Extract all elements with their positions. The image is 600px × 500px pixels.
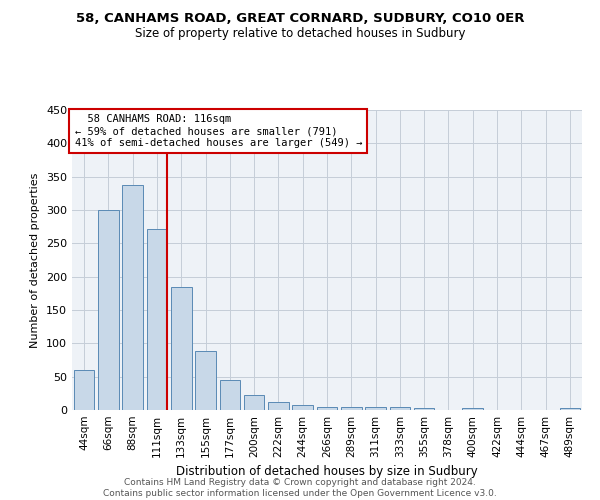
Bar — [171, 286, 191, 410]
Bar — [74, 370, 94, 410]
Bar — [220, 380, 240, 410]
Text: Size of property relative to detached houses in Sudbury: Size of property relative to detached ho… — [135, 28, 465, 40]
Bar — [268, 402, 289, 410]
Bar — [292, 406, 313, 410]
Bar — [146, 228, 167, 410]
Bar — [122, 184, 143, 410]
Bar — [414, 408, 434, 410]
Bar — [195, 352, 216, 410]
Text: Contains HM Land Registry data © Crown copyright and database right 2024.
Contai: Contains HM Land Registry data © Crown c… — [103, 478, 497, 498]
Text: Distribution of detached houses by size in Sudbury: Distribution of detached houses by size … — [176, 464, 478, 477]
Bar — [365, 408, 386, 410]
Bar — [98, 210, 119, 410]
Bar — [463, 408, 483, 410]
Y-axis label: Number of detached properties: Number of detached properties — [31, 172, 40, 348]
Text: 58, CANHAMS ROAD, GREAT CORNARD, SUDBURY, CO10 0ER: 58, CANHAMS ROAD, GREAT CORNARD, SUDBURY… — [76, 12, 524, 26]
Text: 58 CANHAMS ROAD: 116sqm
← 59% of detached houses are smaller (791)
41% of semi-d: 58 CANHAMS ROAD: 116sqm ← 59% of detache… — [74, 114, 362, 148]
Bar — [389, 408, 410, 410]
Bar — [560, 408, 580, 410]
Bar — [341, 408, 362, 410]
Bar — [317, 406, 337, 410]
Bar — [244, 396, 265, 410]
